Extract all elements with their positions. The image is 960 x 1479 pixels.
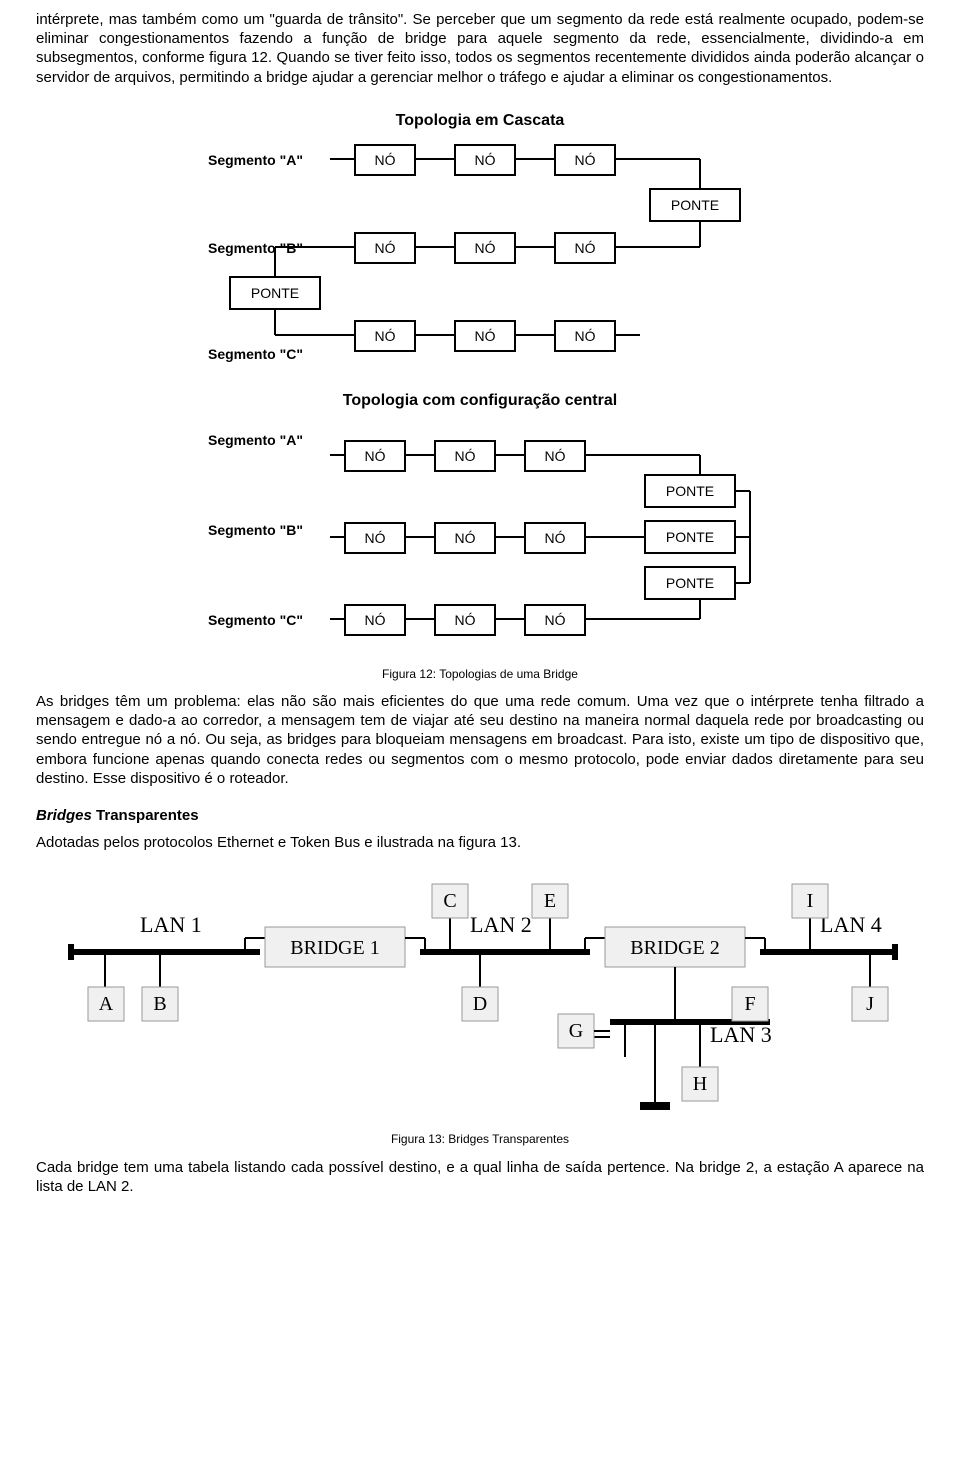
svg-text:NÓ: NÓ [575, 240, 596, 256]
svg-text:NÓ: NÓ [365, 612, 386, 628]
diagram1-title: Topologia em Cascata [396, 112, 565, 129]
svg-text:B: B [153, 993, 166, 1015]
paragraph-bt: Adotadas pelos protocolos Ethernet e Tok… [36, 833, 924, 852]
figure-12-caption: Figura 12: Topologias de uma Bridge [36, 667, 924, 682]
svg-text:NÓ: NÓ [375, 240, 396, 256]
svg-text:NÓ: NÓ [375, 328, 396, 344]
svg-text:NÓ: NÓ [475, 152, 496, 168]
svg-text:LAN 1: LAN 1 [140, 912, 202, 937]
svg-text:NÓ: NÓ [545, 530, 566, 546]
svg-text:Segmento "B": Segmento "B" [208, 522, 303, 538]
heading-bridges-transparentes: Bridges Transparentes [36, 806, 924, 825]
diagram2-title: Topologia com configuração central [343, 392, 617, 409]
svg-text:NÓ: NÓ [455, 448, 476, 464]
svg-text:BRIDGE 1: BRIDGE 1 [290, 937, 379, 959]
svg-text:PONTE: PONTE [251, 285, 299, 301]
svg-text:BRIDGE 2: BRIDGE 2 [630, 937, 719, 959]
svg-text:G: G [569, 1020, 583, 1042]
svg-text:A: A [99, 993, 114, 1015]
svg-text:NÓ: NÓ [365, 530, 386, 546]
svg-text:NÓ: NÓ [475, 240, 496, 256]
svg-text:Segmento "A": Segmento "A" [208, 432, 303, 448]
svg-text:NÓ: NÓ [365, 448, 386, 464]
svg-text:NÓ: NÓ [575, 328, 596, 344]
svg-text:H: H [693, 1073, 707, 1095]
svg-text:NÓ: NÓ [455, 612, 476, 628]
svg-text:C: C [443, 890, 456, 912]
svg-text:LAN 2: LAN 2 [470, 912, 532, 937]
svg-text:LAN 4: LAN 4 [820, 912, 882, 937]
figure-12-central: Topologia com configuração central Segme… [36, 387, 924, 657]
paragraph-intro: intérprete, mas também como um "guarda d… [36, 10, 924, 87]
svg-text:PONTE: PONTE [666, 529, 714, 545]
svg-text:NÓ: NÓ [475, 328, 496, 344]
svg-text:PONTE: PONTE [666, 483, 714, 499]
svg-text:D: D [473, 993, 487, 1015]
svg-text:LAN 3: LAN 3 [710, 1022, 772, 1047]
svg-text:F: F [744, 993, 755, 1015]
svg-text:NÓ: NÓ [575, 152, 596, 168]
segC-label: Segmento "C" [208, 346, 303, 362]
svg-text:NÓ: NÓ [375, 152, 396, 168]
paragraph-bridges-problem: As bridges têm um problema: elas não são… [36, 692, 924, 788]
svg-text:E: E [544, 890, 556, 912]
paragraph-final: Cada bridge tem uma tabela listando cada… [36, 1158, 924, 1196]
svg-text:NÓ: NÓ [545, 612, 566, 628]
svg-text:PONTE: PONTE [671, 197, 719, 213]
svg-text:PONTE: PONTE [666, 575, 714, 591]
svg-text:I: I [807, 890, 814, 912]
svg-text:J: J [866, 993, 874, 1015]
figure-13-caption: Figura 13: Bridges Transparentes [36, 1132, 924, 1147]
svg-text:NÓ: NÓ [545, 448, 566, 464]
svg-text:Segmento "C": Segmento "C" [208, 612, 303, 628]
segA-label: Segmento "A" [208, 152, 303, 168]
figure-13: LAN 1 A B BRIDGE 1 LAN 2 C D E BRIDGE 2 … [36, 872, 924, 1122]
figure-12-cascata: Topologia em Cascata Segmento "A" NÓ NÓ … [36, 107, 924, 367]
svg-text:NÓ: NÓ [455, 530, 476, 546]
